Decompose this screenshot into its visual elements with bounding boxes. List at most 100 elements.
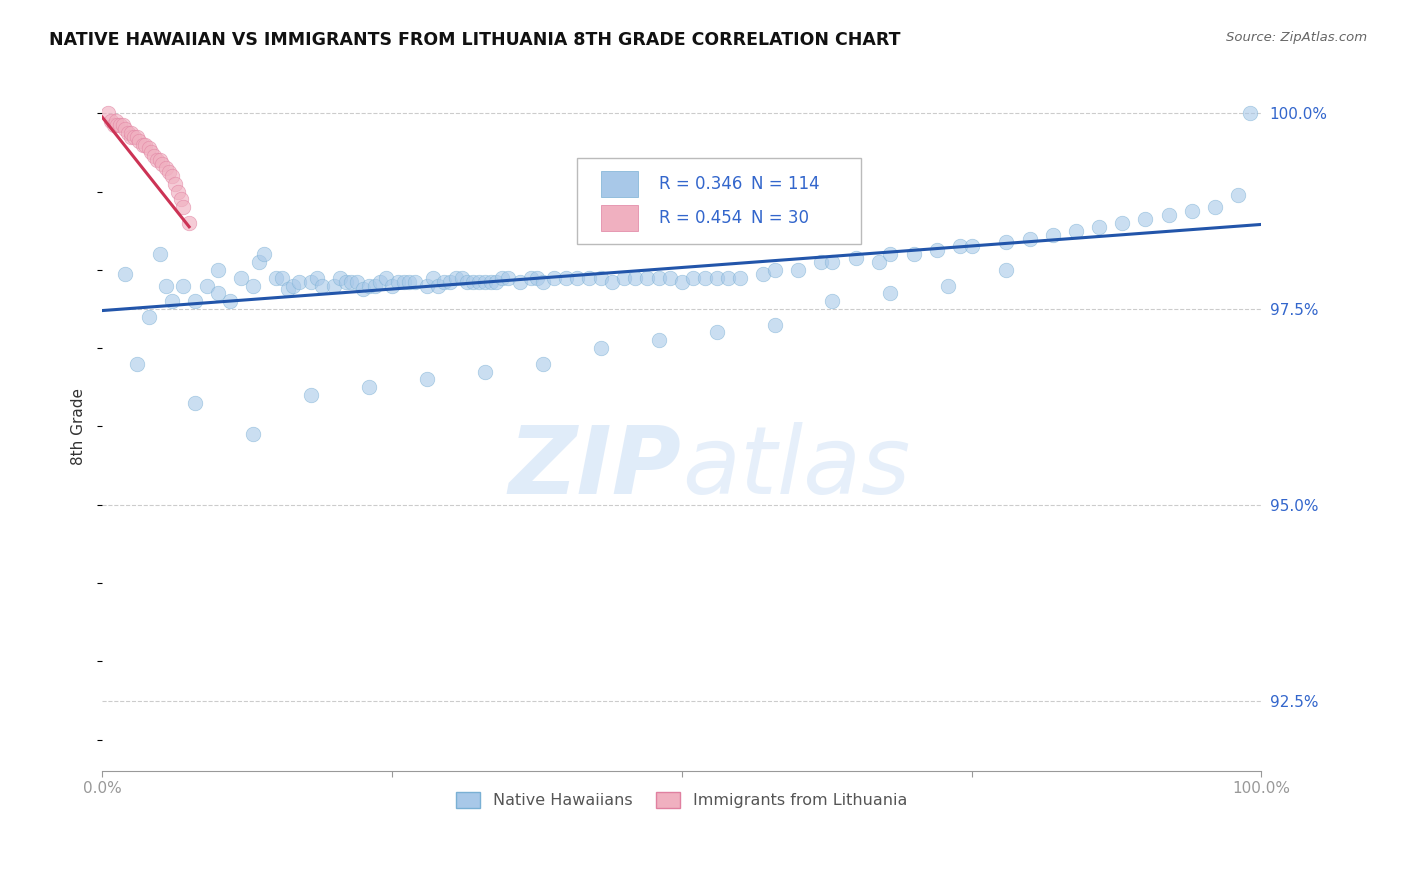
Point [398,275,420,289]
Point [543,270,565,285]
Point [671,275,693,289]
Point [531,275,554,289]
Point [264,270,287,285]
Point [179,216,201,230]
Point [253,247,276,261]
Point [128,134,150,148]
Point [105,114,128,128]
Point [242,278,264,293]
Y-axis label: 8th Grade: 8th Grade [72,388,86,465]
Point [122,129,145,144]
Point [693,270,716,285]
Point [995,263,1018,277]
Point [995,235,1018,250]
Legend: Native Hawaiians, Immigrants from Lithuania: Native Hawaiians, Immigrants from Lithua… [450,785,914,814]
Point [283,278,305,293]
Point [879,247,901,261]
Point [112,118,135,132]
Point [427,278,450,293]
Point [155,278,177,293]
Point [387,275,409,289]
Point [139,145,162,160]
Point [352,282,374,296]
Point [578,270,600,285]
Text: Source: ZipAtlas.com: Source: ZipAtlas.com [1226,31,1367,45]
Text: NATIVE HAWAIIAN VS IMMIGRANTS FROM LITHUANIA 8TH GRADE CORRELATION CHART: NATIVE HAWAIIAN VS IMMIGRANTS FROM LITHU… [49,31,901,49]
Point [172,278,194,293]
Point [160,294,183,309]
Point [949,239,972,253]
Text: N = 114: N = 114 [751,175,820,193]
Point [340,275,363,289]
Point [960,239,983,253]
Point [717,270,740,285]
Point [155,161,177,175]
Point [370,275,392,289]
Point [845,251,868,265]
Point [509,275,531,289]
Point [242,427,264,442]
Point [346,275,368,289]
Point [450,270,472,285]
Point [706,326,728,340]
Point [589,270,612,285]
Point [682,270,704,285]
Point [868,255,890,269]
FancyBboxPatch shape [600,204,638,231]
Point [270,270,292,285]
Point [404,275,426,289]
Point [152,157,174,171]
Point [879,286,901,301]
Point [439,275,461,289]
Point [335,275,357,289]
Point [810,255,832,269]
Point [138,310,160,324]
Text: atlas: atlas [682,422,910,513]
Point [288,275,311,289]
Point [134,137,156,152]
Point [105,118,128,132]
Point [277,282,299,296]
Point [357,278,380,293]
Point [125,129,148,144]
Point [1018,231,1040,245]
Point [624,270,647,285]
Point [526,270,548,285]
Point [149,247,172,261]
Point [117,126,139,140]
Point [329,270,352,285]
Point [752,267,775,281]
Point [925,244,948,258]
Point [589,341,612,355]
Point [416,278,439,293]
Point [1064,224,1087,238]
Point [323,278,346,293]
Point [531,357,554,371]
Text: R = 0.454: R = 0.454 [658,209,742,227]
Point [456,275,478,289]
Point [114,121,136,136]
Point [207,286,229,301]
Text: ZIP: ZIP [509,422,682,514]
Point [1157,208,1180,222]
Point [170,193,193,207]
Point [647,334,669,348]
Point [103,118,125,132]
Point [1181,204,1204,219]
Point [554,270,576,285]
Point [207,263,229,277]
Point [485,275,508,289]
Point [821,294,844,309]
Point [1204,200,1226,214]
Point [821,255,844,269]
Point [1111,216,1133,230]
Point [114,267,136,281]
Point [468,275,491,289]
Point [567,270,589,285]
Point [375,270,398,285]
Point [613,270,636,285]
Point [166,185,188,199]
Point [938,278,960,293]
Text: N = 30: N = 30 [751,209,810,227]
Point [165,177,187,191]
